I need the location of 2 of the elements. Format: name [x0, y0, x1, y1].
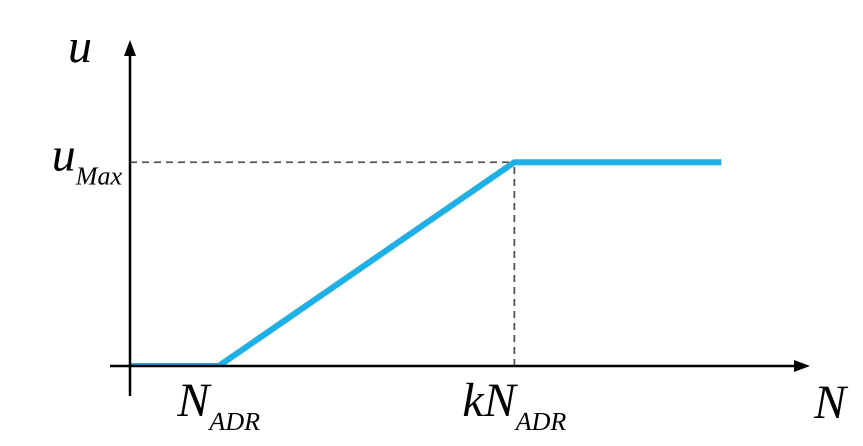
y-axis-title: u — [68, 20, 92, 73]
x-axis-title: N — [812, 376, 849, 429]
